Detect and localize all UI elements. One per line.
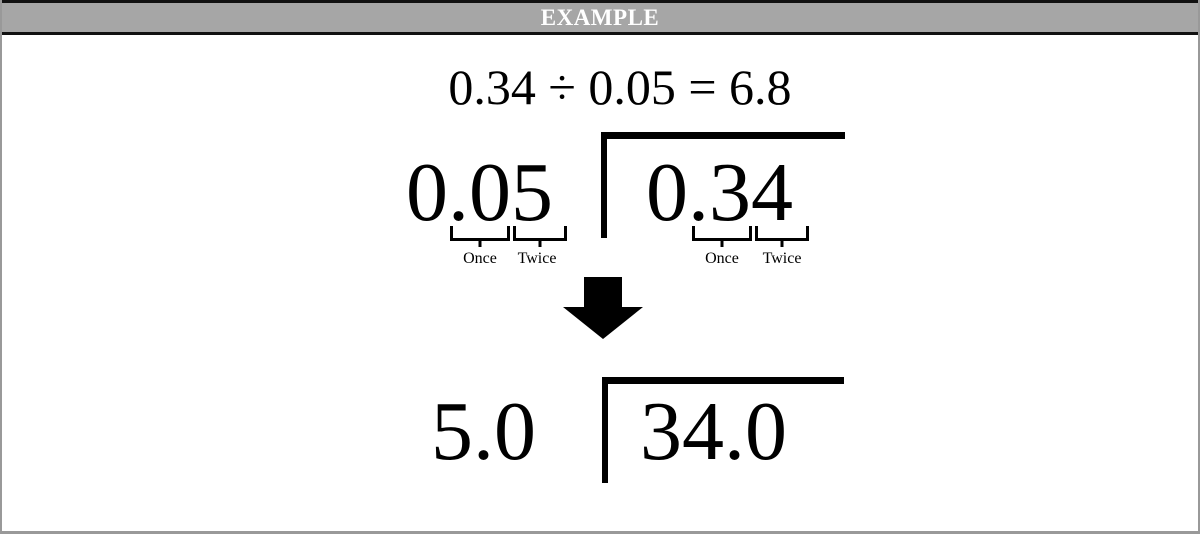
dividend-underbrace-twice xyxy=(755,226,809,241)
top-dividend: 0.34 xyxy=(646,146,793,239)
top-division-bracket xyxy=(601,132,845,238)
top-divisor: 0.05 xyxy=(406,146,553,239)
equation-text: 0.34 ÷ 0.05 = 6.8 xyxy=(448,59,792,115)
dividend-underbrace-once xyxy=(692,226,752,241)
dividend-brace-label-twice: Twice xyxy=(762,250,802,267)
bottom-division-bracket xyxy=(602,377,844,483)
divisor-underbrace-once xyxy=(450,226,510,241)
header-bar: EXAMPLE xyxy=(2,0,1198,35)
example-title: EXAMPLE xyxy=(540,5,660,30)
bottom-dividend: 34.0 xyxy=(640,385,787,478)
divisor-underbrace-twice xyxy=(513,226,567,241)
down-arrow-icon xyxy=(563,277,643,339)
divisor-brace-label-twice: Twice xyxy=(517,250,557,267)
divisor-brace-label-once: Once xyxy=(463,250,497,267)
dividend-brace-label-once: Once xyxy=(705,250,739,267)
bottom-divisor: 5.0 xyxy=(431,385,536,478)
